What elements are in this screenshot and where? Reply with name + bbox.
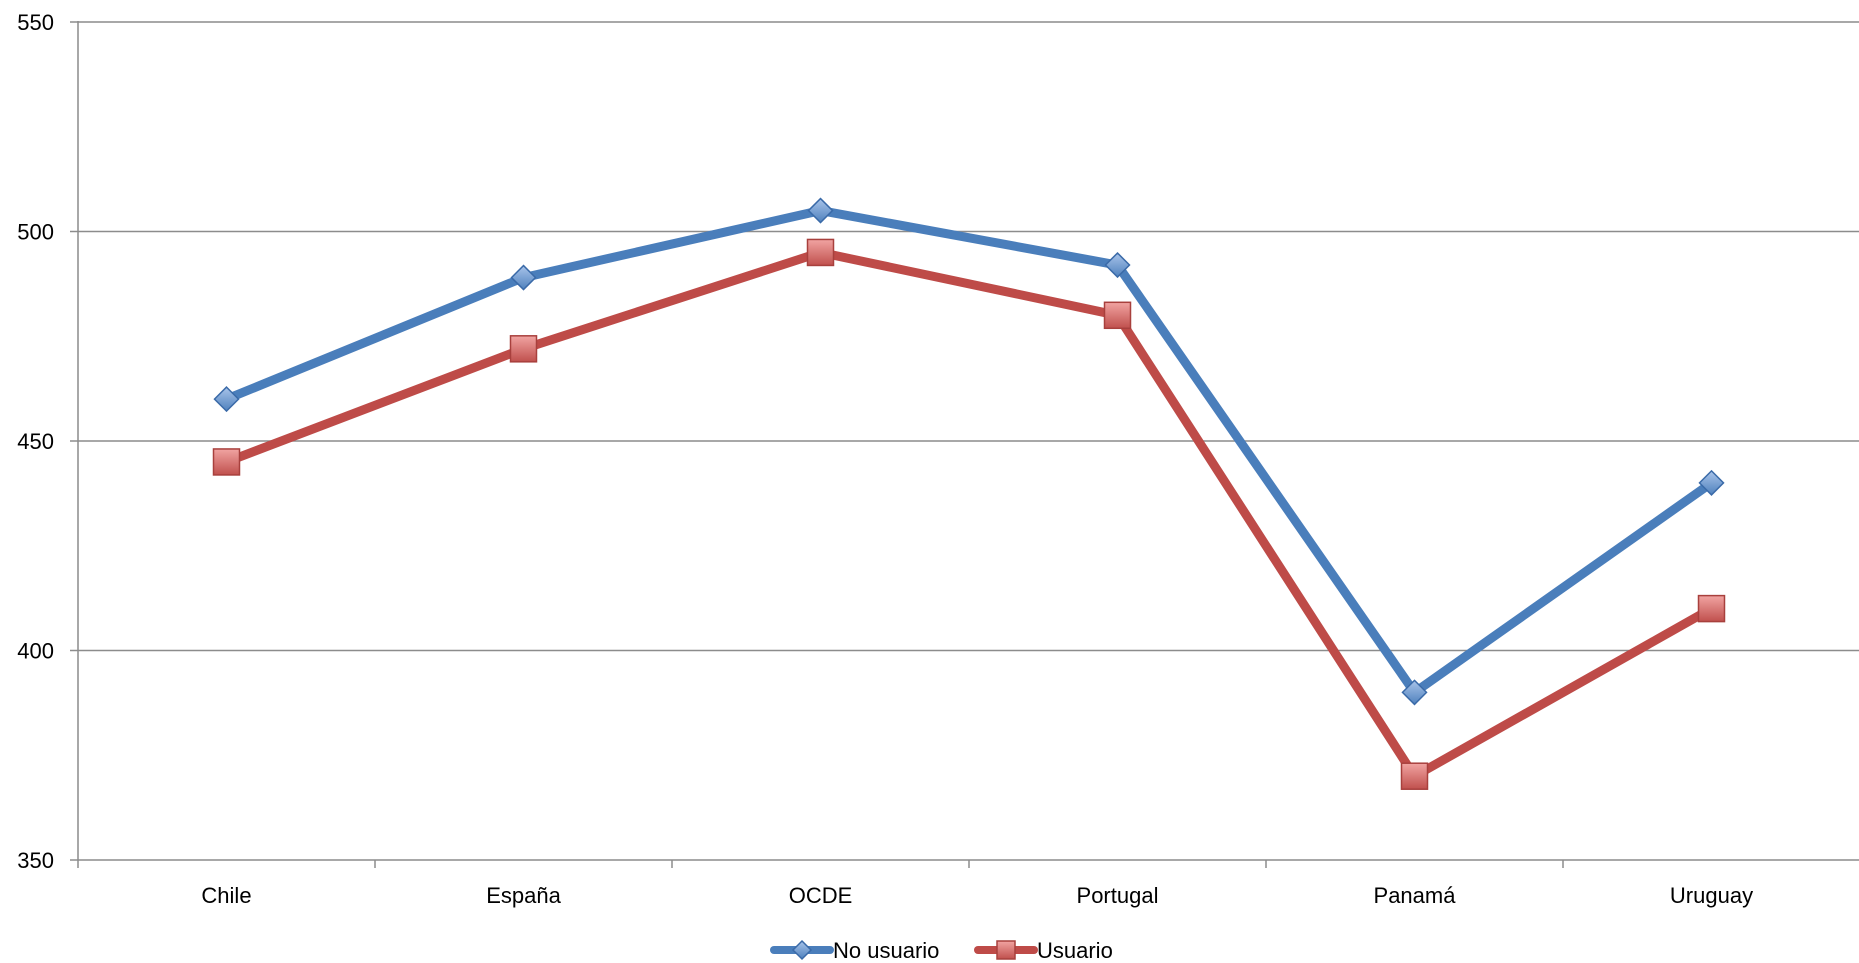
data-point-no-usuario (1104, 251, 1131, 279)
y-tick-label: 500 (17, 220, 54, 245)
series-line-usuario (222, 247, 1716, 781)
data-point-usuario (1103, 301, 1132, 330)
data-point-usuario (509, 335, 538, 363)
data-point-usuario (1400, 762, 1429, 790)
data-point-no-usuario (1698, 469, 1725, 496)
legend-swatch-marker (791, 939, 813, 961)
y-tick-label: 550 (17, 10, 54, 35)
diamond-marker-shape (791, 939, 813, 961)
x-tick-label: OCDE (789, 883, 853, 908)
square-marker-shape (509, 335, 538, 363)
diamond-marker-shape (1698, 469, 1725, 496)
square-marker-shape (806, 238, 835, 267)
x-tick-label: Portugal (1077, 883, 1159, 908)
legend-item: No usuario (770, 938, 939, 963)
data-point-no-usuario (807, 197, 834, 224)
y-tick-label: 400 (17, 639, 54, 664)
diamond-marker-shape (1104, 251, 1131, 279)
x-tick-label: Uruguay (1670, 883, 1753, 908)
diamond-marker-shape (510, 264, 537, 291)
legend-label: Usuario (1037, 938, 1113, 963)
x-axis-tick-labels: Chile España OCDE Portugal Panamá Uruguay (201, 883, 1753, 908)
legend: No usuario Usuario (770, 938, 1113, 963)
data-point-usuario (806, 238, 835, 267)
legend-swatch-marker (996, 940, 1016, 960)
diamond-marker-shape (213, 386, 240, 413)
y-tick-label: 450 (17, 429, 54, 454)
diamond-marker-shape (807, 197, 834, 224)
square-marker-shape (1400, 762, 1429, 790)
data-point-no-usuario (510, 264, 537, 291)
square-marker-shape (1103, 301, 1132, 330)
legend-item: Usuario (974, 938, 1113, 963)
x-tick-label: España (486, 883, 561, 908)
axes (70, 21, 1859, 868)
series-lines (212, 197, 1726, 790)
square-marker-shape (1697, 594, 1726, 623)
data-point-usuario (1697, 594, 1726, 623)
y-tick-label: 350 (17, 848, 54, 873)
square-marker-shape (996, 940, 1016, 960)
gridlines (78, 21, 1859, 652)
y-axis-tick-labels: 350 400 450 500 550 (17, 10, 54, 873)
data-point-no-usuario (213, 386, 240, 413)
diamond-marker-shape (1401, 679, 1428, 706)
x-tick-label: Chile (201, 883, 251, 908)
legend-label: No usuario (833, 938, 939, 963)
data-point-usuario (212, 448, 241, 476)
x-tick-label: Panamá (1374, 883, 1457, 908)
square-marker-shape (212, 448, 241, 476)
series-line-no-usuario (222, 206, 1716, 697)
data-point-no-usuario (1401, 679, 1428, 706)
